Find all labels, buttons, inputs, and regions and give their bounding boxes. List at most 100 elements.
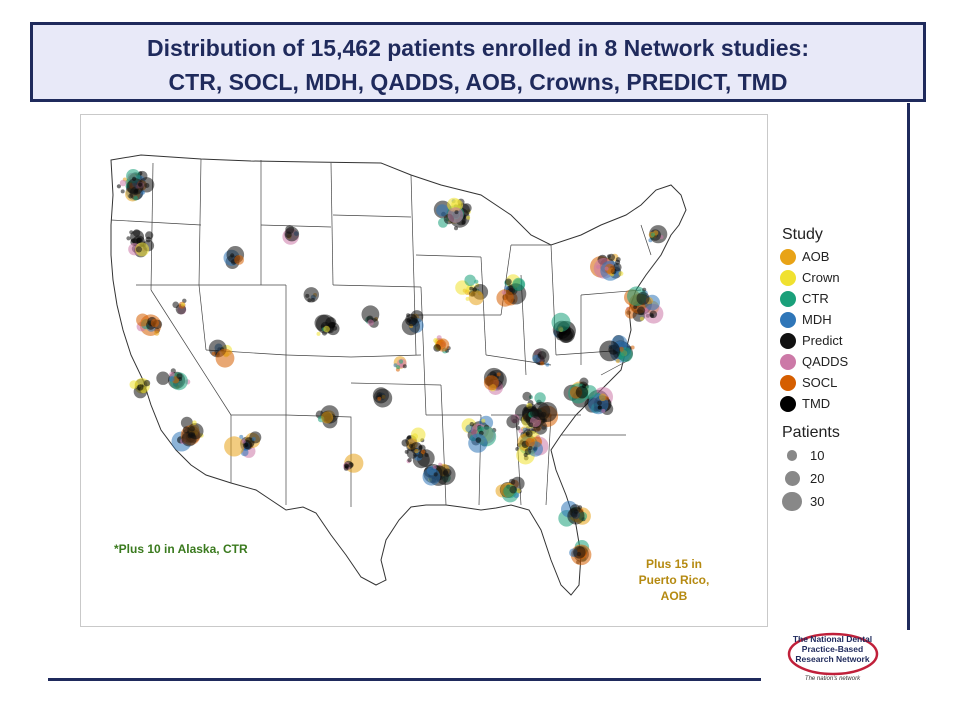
site-bubble (649, 312, 654, 317)
site-bubble (618, 346, 624, 352)
legend-item-mdh: MDH (780, 309, 890, 330)
site-bubble (599, 393, 607, 402)
site-bubble (422, 467, 441, 486)
site-bubble (316, 331, 321, 336)
map-panel (80, 114, 768, 627)
site-bubble (582, 384, 587, 389)
legend-dot-icon (780, 269, 796, 286)
site-bubble (472, 287, 477, 292)
site-bubble (410, 442, 423, 454)
legend-patients-title: Patients (782, 424, 840, 441)
puerto-rico-note-line-2: Puerto Rico, (638, 573, 710, 587)
site-bubble (137, 384, 144, 391)
legend-dot-icon (780, 311, 796, 328)
site-bubble (567, 507, 585, 525)
legend-dot-icon (780, 353, 796, 370)
site-bubble (575, 386, 589, 399)
site-bubble (144, 183, 150, 188)
ndpbrn-logo: The National Dental Practice-Based Resea… (785, 628, 880, 688)
site-bubble (420, 449, 426, 455)
site-bubble (573, 546, 586, 559)
site-bubble (402, 364, 407, 369)
site-bubble (516, 426, 521, 431)
size-label: 10 (810, 448, 825, 463)
site-bubble (597, 405, 602, 410)
site-bubble (135, 242, 150, 257)
legend-dot-icon (780, 332, 796, 349)
site-bubble (501, 290, 507, 295)
legend-item-ctr: CTR (780, 288, 890, 309)
site-bubble (504, 285, 509, 291)
site-bubble (150, 318, 160, 328)
legend-item-tmd: TMD (780, 393, 890, 414)
site-bubble (211, 351, 216, 356)
legend-size-30: 30 (780, 490, 890, 513)
site-bubble (344, 463, 349, 469)
site-bubble (409, 443, 414, 448)
site-bubble (189, 426, 195, 432)
site-bubble (436, 204, 449, 217)
site-bubble (505, 278, 512, 286)
site-bubble (525, 437, 535, 448)
legend-dot-icon (780, 374, 796, 391)
site-bubble (407, 457, 412, 463)
legend-label: SOCL (802, 375, 838, 390)
site-bubble (192, 420, 197, 426)
legend-label: Predict (802, 333, 843, 348)
site-bubble (528, 446, 533, 450)
legend-label: AOB (802, 249, 830, 264)
legend-size-20: 20 (780, 467, 890, 490)
site-bubble (597, 400, 602, 406)
title-line-1: Distribution of 15,462 patients enrolled… (146, 35, 809, 61)
puerto-rico-note-line-1: Plus 15 in (645, 557, 703, 571)
legend-size-list: 10 20 30 (780, 444, 890, 513)
site-bubble (180, 302, 185, 307)
site-bubble (321, 411, 334, 424)
site-bubble (234, 255, 245, 265)
site-bubble (509, 287, 514, 293)
site-bubble (396, 365, 401, 370)
site-bubble (496, 372, 501, 377)
site-bubble (469, 286, 474, 291)
site-bubble (131, 238, 136, 243)
size-dot-icon (784, 471, 800, 486)
site-bubble (137, 182, 143, 187)
site-bubble (417, 452, 424, 459)
site-bubble (436, 335, 442, 341)
title-banner: Distribution of 15,462 patients enrolled… (30, 22, 926, 102)
site-bubble (604, 266, 609, 271)
size-label: 20 (810, 471, 825, 486)
logo-text: The National Dental Practice-Based Resea… (785, 634, 880, 664)
site-bubble (241, 439, 246, 444)
site-bubble (405, 313, 418, 327)
site-bubble (129, 230, 134, 235)
site-bubble (605, 396, 609, 401)
site-bubble (599, 340, 621, 362)
legend: Study AOB Crown CTR MDH Predict QADDS SOCL TMD … (780, 226, 890, 513)
legend-label: TMD (802, 396, 831, 411)
site-bubble (135, 246, 142, 253)
site-bubble (128, 193, 134, 199)
site-bubble (414, 448, 419, 454)
puerto-rico-note-line-3: AOB (660, 589, 688, 603)
legend-dot-icon (780, 248, 796, 265)
legend-label: Crown (802, 270, 840, 285)
site-bubble (433, 344, 441, 352)
site-bubble (540, 361, 545, 366)
site-bubble (636, 291, 650, 305)
site-bubble (154, 330, 160, 336)
site-bubble (398, 359, 404, 364)
site-bubble (251, 437, 256, 441)
site-bubble (469, 422, 474, 427)
site-bubble (481, 418, 486, 423)
legend-item-predict: Predict (780, 330, 890, 351)
site-bubble (477, 425, 484, 433)
site-bubble (156, 371, 170, 385)
site-bubble (604, 263, 615, 274)
us-map (110, 154, 687, 596)
legend-study-title: Study (782, 226, 823, 243)
site-bubble (116, 184, 121, 189)
site-bubble (633, 305, 638, 309)
legend-item-aob: AOB (780, 246, 890, 267)
legend-label: MDH (802, 312, 832, 327)
